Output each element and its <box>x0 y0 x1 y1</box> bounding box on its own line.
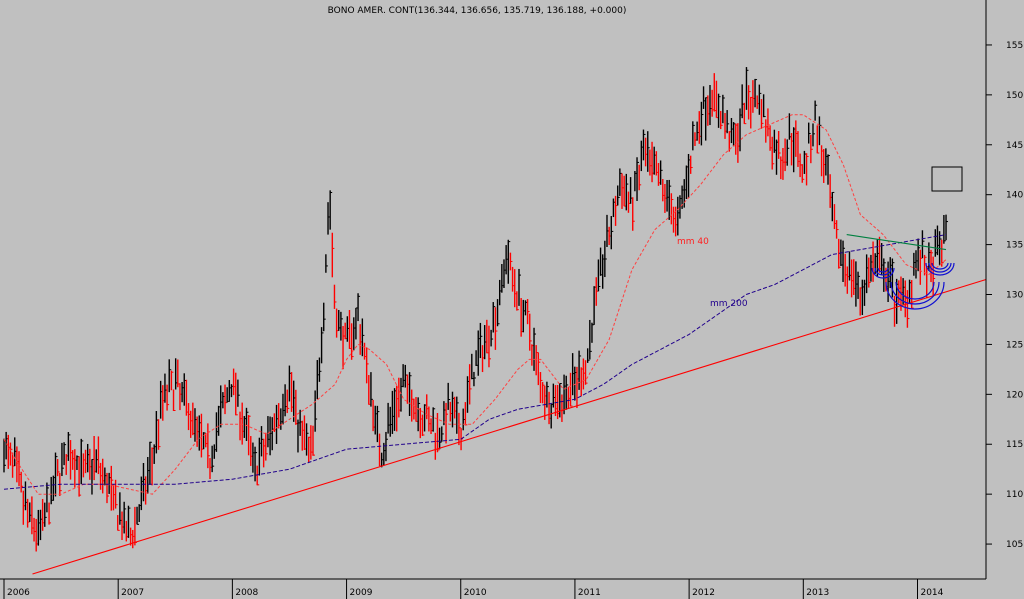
y-tick-label: 150 <box>1006 91 1023 101</box>
target-box <box>931 166 963 192</box>
x-tick-label: 2013 <box>806 588 829 598</box>
y-tick-label: 125 <box>1006 340 1023 350</box>
y-tick-label: 110 <box>1006 490 1023 500</box>
x-tick-label: 2006 <box>7 588 30 598</box>
trendline-line <box>32 278 987 575</box>
x-tick-label: 2007 <box>121 588 144 598</box>
x-tick-label: 2008 <box>235 588 258 598</box>
head-arc <box>885 281 945 310</box>
chart-title: BONO AMER. CONT(136.344, 136.656, 135.71… <box>328 6 627 16</box>
left-shoulder-arc <box>877 267 889 273</box>
neckline-line <box>846 234 947 251</box>
y-tick-label: 145 <box>1006 141 1023 151</box>
y-tick-label: 130 <box>1006 291 1023 301</box>
head-arc <box>895 281 935 300</box>
y-tick-label: 120 <box>1006 390 1023 400</box>
x-tick-label: 2010 <box>464 588 487 598</box>
x-tick-label: 2012 <box>692 588 715 598</box>
y-axis: 105 110 115 120 125 130 135 140 145 150 155 <box>985 0 1023 579</box>
right-shoulder-arc <box>928 262 952 273</box>
pattern-annotations <box>871 166 963 310</box>
mm-200-line <box>3 234 947 490</box>
right-shoulder-arc <box>931 262 949 270</box>
x-tick-label: 2011 <box>578 588 601 598</box>
head-arc <box>890 281 940 305</box>
x-tick-label: 2014 <box>920 588 943 598</box>
y-tick-label: 135 <box>1006 241 1023 251</box>
left-shoulder-arc <box>874 267 892 276</box>
y-tick-label: 115 <box>1006 440 1023 450</box>
y-tick-label: 155 <box>1006 41 1023 51</box>
indicator-lines <box>3 114 987 575</box>
x-axis: 2006 2007 2008 2009 2010 2011 2012 2013 2014 <box>0 578 986 599</box>
y-tick-label: 105 <box>1006 540 1023 550</box>
mm-40-line <box>3 114 947 495</box>
x-tick-label: 2009 <box>350 588 373 598</box>
mm40-annotation: mm 40 <box>677 237 709 247</box>
mm200-annotation: mm 200 <box>710 299 748 309</box>
left-shoulder-arc <box>871 267 895 279</box>
right-shoulder-arc <box>925 262 955 276</box>
price-bars <box>3 67 949 552</box>
y-tick-label: 140 <box>1006 191 1023 201</box>
